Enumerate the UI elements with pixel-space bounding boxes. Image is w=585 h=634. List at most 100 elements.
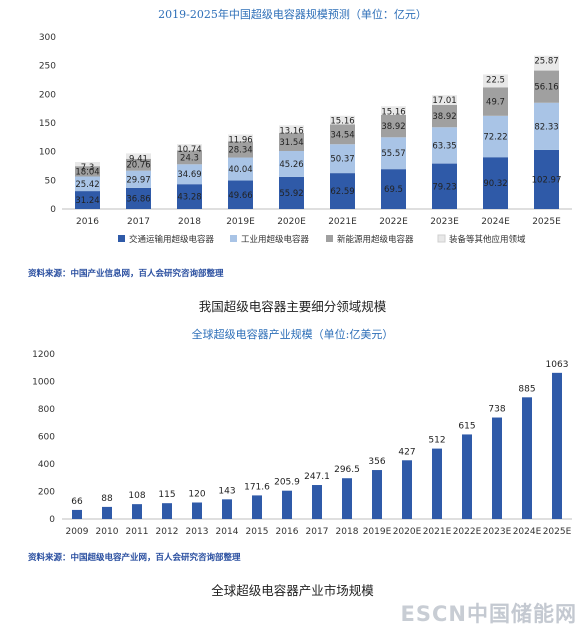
chart2-x-tick-label: 2023E — [483, 527, 512, 537]
chart1-bar-segment — [432, 127, 457, 164]
chart1-y-tick-label: 50 — [45, 176, 57, 186]
chart2-title: 全球超级电容器产业规模（单位:亿美元） — [191, 328, 394, 341]
chart2-x-tick-label: 2019E — [363, 527, 392, 537]
chart1-bar-segment — [381, 114, 406, 138]
chart2-bar — [72, 509, 82, 519]
chart2-x-tick-label: 2020E — [393, 527, 422, 537]
chart1-data-label: 36.86 — [126, 194, 150, 204]
chart1-bar-segment — [330, 124, 355, 145]
chart1-bar-segment — [432, 163, 457, 209]
chart1-data-label: 15.16 — [330, 117, 354, 127]
chart2-y-tick-label: 200 — [38, 488, 55, 498]
chart1-data-label: 102.97 — [532, 175, 562, 185]
chart1-bar-segment — [279, 125, 304, 133]
chart1-data-label: 28.34 — [228, 145, 252, 155]
chart2-bar — [162, 503, 172, 519]
chart1-data-label: 9.41 — [129, 154, 148, 164]
chart1-source: 资料来源：中国产业信息网，百人会研究咨询部整理 — [28, 269, 224, 279]
chart1-y-tick-label: 0 — [50, 205, 56, 215]
chart2-bar — [462, 434, 472, 519]
chart2-data-label: 205.9 — [274, 478, 300, 488]
chart1-data-label: 63.35 — [432, 141, 456, 151]
chart2-data-label: 247.1 — [304, 472, 330, 482]
chart1-data-label: 34.54 — [330, 130, 354, 140]
chart2-y-tick-label: 600 — [38, 433, 55, 443]
chart2-y-tick-label: 1000 — [32, 378, 55, 388]
chart1-bar-segment — [330, 144, 355, 174]
chart1-data-label: 40.04 — [228, 165, 252, 175]
chart2-data-label: 738 — [488, 405, 505, 415]
chart1-x-tick-label: 2019E — [226, 217, 255, 227]
chart1-data-label: 45.26 — [279, 160, 303, 170]
chart2-x-tick-label: 2009 — [66, 527, 89, 537]
chart1-data-label: 38.92 — [381, 122, 405, 132]
chart1-stacked-bar: 0 50 100 150 200 250 300 31.24 25.42 18.047.3 2016… — [39, 33, 572, 245]
chart2-data-label: 615 — [458, 421, 475, 431]
chart2-bar — [192, 502, 202, 519]
chart1-bar-segment — [126, 187, 151, 209]
chart2-bar — [552, 372, 562, 519]
chart1-data-label: 49.7 — [486, 98, 505, 108]
chart1-legend-label: 工业用超级电容器 — [241, 234, 310, 245]
chart1-data-label: 10.74 — [177, 145, 201, 155]
chart1-title: 2019-2025年中国超级电容器规模预测（单位：亿元） — [158, 8, 427, 21]
chart2-x-tick-label: 2025E — [543, 527, 572, 537]
chart1-bar-segment — [177, 150, 202, 165]
chart1-data-label: 24.3 — [180, 153, 199, 163]
chart1-bar-segment — [534, 149, 559, 209]
chart2-source: 资料来源：中国超级电容产业网，百人会研究咨询部整理 — [28, 553, 241, 563]
chart1-data-label: 56.16 — [534, 83, 558, 93]
chart2-bar — [402, 460, 412, 519]
chart2-x-tick-label: 2015 — [246, 527, 269, 537]
chart2-bar — [222, 499, 232, 519]
chart1-bar-segment — [75, 166, 100, 177]
chart1-data-label: 20.76 — [126, 161, 150, 171]
chart1-data-label: 55.92 — [279, 189, 303, 199]
chart2-data-label: 171.6 — [244, 482, 270, 492]
chart2-y-tick-label: 400 — [38, 460, 55, 470]
chart2-x-tick-label: 2012 — [156, 527, 179, 537]
chart1-bar-segment — [75, 161, 100, 167]
chart1-bar-segment — [432, 104, 457, 128]
chart1-data-label: 13.16 — [279, 126, 303, 136]
chart1-bar-segment — [228, 134, 253, 142]
chart1-bar-segment — [126, 158, 151, 171]
chart1-data-label: 15.16 — [381, 107, 405, 117]
chart2-bar: 0 200 400 600 800 1000 1200 66 2009 88 2010 108 2011… — [32, 350, 572, 537]
chart1-bar-segment — [279, 150, 304, 177]
chart2-bar — [372, 470, 382, 519]
chart1-x-tick-label: 2021E — [328, 217, 357, 227]
chart1-data-label: 31.54 — [279, 138, 303, 148]
chart1-y-tick-label: 150 — [39, 119, 56, 129]
chart2-bar — [102, 506, 112, 519]
chart1-bar-segment — [75, 191, 100, 209]
chart1-legend-label: 新能源用超级电容器 — [337, 234, 414, 245]
chart1-bar-segment — [534, 55, 559, 71]
chart1-bar-segment — [330, 173, 355, 209]
chart2-bar — [492, 417, 502, 519]
chart1-bar-segment — [279, 176, 304, 209]
chart1-caption: 我国超级电容器主要细分领域规模 — [198, 299, 387, 314]
chart2-x-tick-label: 2021E — [423, 527, 452, 537]
chart2-data-label: 296.5 — [334, 465, 360, 475]
chart2-data-label: 108 — [128, 491, 145, 501]
chart1-data-label: 18.04 — [75, 167, 99, 177]
chart1-data-label: 38.92 — [432, 112, 456, 122]
chart2-data-label: 143 — [218, 486, 235, 496]
chart1-bar-segment — [534, 102, 559, 150]
chart2-x-tick-label: 2017 — [306, 527, 329, 537]
chart1-data-label: 79.23 — [432, 182, 456, 192]
chart2-caption: 全球超级电容器产业市场规模 — [211, 583, 374, 598]
chart2-data-label: 88 — [101, 494, 113, 504]
chart1-bar-segment — [381, 106, 406, 115]
chart2-y-tick-label: 0 — [49, 515, 55, 525]
chart2-x-tick-label: 2013 — [186, 527, 209, 537]
chart1-x-tick-label: 2017 — [127, 217, 150, 227]
chart1-bar-segment — [534, 70, 559, 103]
chart1-data-label: 31.24 — [75, 196, 99, 206]
chart1-data-label: 29.97 — [126, 175, 150, 185]
chart1-bar-segment — [483, 157, 508, 209]
chart2-data-label: 120 — [188, 490, 205, 500]
watermark-escn: ESCN — [400, 602, 467, 626]
chart2-data-label: 885 — [518, 384, 535, 394]
